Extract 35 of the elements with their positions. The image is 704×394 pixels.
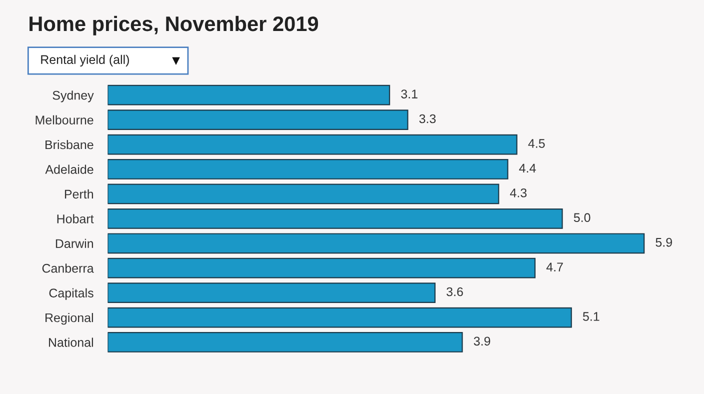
data-label: 3.1 bbox=[401, 90, 418, 98]
bar bbox=[108, 307, 572, 328]
data-label: 3.9 bbox=[474, 336, 490, 346]
y-tick-label: Hobart bbox=[57, 214, 94, 224]
chart-subtitle: Rental yield (all) bbox=[41, 54, 129, 66]
y-tick-label: Sydney bbox=[52, 90, 94, 102]
data-label: 5.1 bbox=[582, 312, 600, 321]
data-label: 4.7 bbox=[546, 262, 563, 272]
bar bbox=[108, 134, 518, 155]
bar bbox=[108, 84, 390, 106]
y-tick-label: National bbox=[48, 338, 93, 347]
bar bbox=[108, 233, 645, 254]
y-tick-label: Capitals bbox=[49, 288, 94, 300]
chart-title: Home prices, November 2019 bbox=[30, 16, 318, 36]
y-tick-label: Darwin bbox=[56, 238, 94, 248]
y-tick-label: Canberra bbox=[42, 264, 94, 273]
bar bbox=[108, 332, 463, 352]
bar bbox=[108, 282, 436, 304]
bar bbox=[108, 208, 563, 229]
y-tick-label: Melbourne bbox=[36, 115, 94, 124]
data-label: 3.6 bbox=[446, 287, 463, 296]
bar bbox=[108, 159, 508, 180]
data-label: 3.3 bbox=[419, 114, 436, 124]
bar bbox=[108, 258, 536, 278]
data-label: 4.3 bbox=[510, 188, 527, 198]
bar bbox=[108, 184, 500, 204]
data-label: 5.0 bbox=[574, 213, 590, 222]
data-label: 4.4 bbox=[519, 164, 536, 172]
data-label: 4.5 bbox=[528, 139, 545, 148]
bar bbox=[108, 110, 408, 130]
data-label: 5.9 bbox=[656, 238, 672, 247]
y-tick-label: Regional bbox=[46, 313, 93, 325]
y-tick-label: Brisbane bbox=[46, 140, 94, 150]
y-tick-label: Perth bbox=[64, 189, 94, 199]
y-tick-label: Adelaide bbox=[45, 164, 94, 174]
